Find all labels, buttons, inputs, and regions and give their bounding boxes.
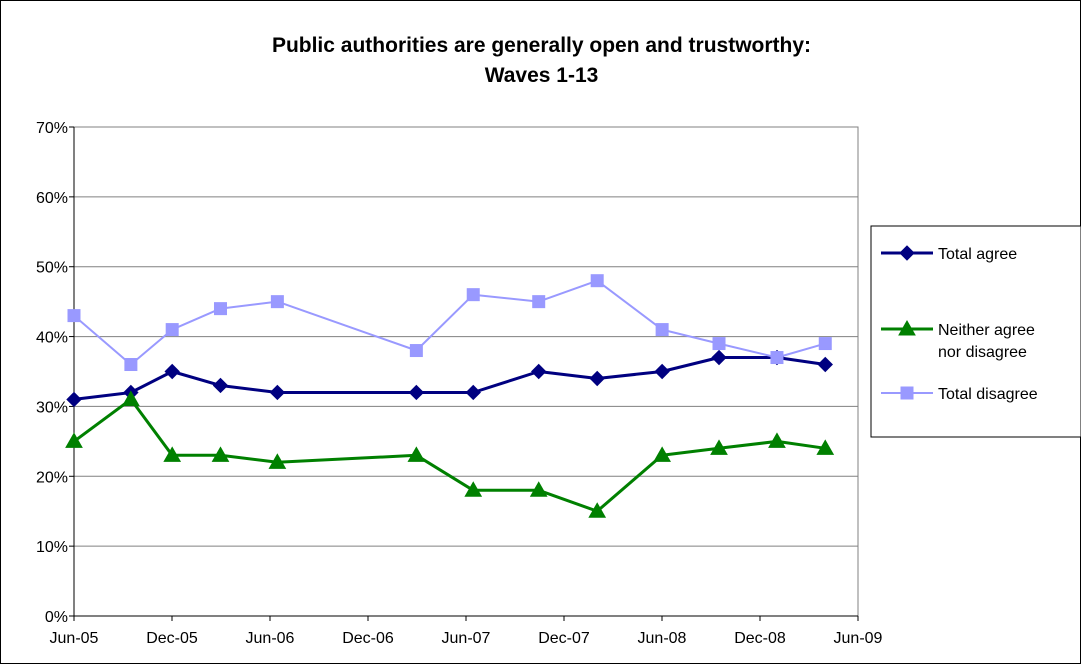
x-tick-label: Jun-08 <box>638 630 687 647</box>
x-tick-label: Dec-06 <box>342 630 394 647</box>
data-point-diamond <box>465 384 481 401</box>
data-point-triangle <box>710 439 728 455</box>
data-point-diamond <box>66 391 82 408</box>
y-tick-label: 60% <box>36 190 68 207</box>
data-point-triangle <box>588 502 607 518</box>
gridlines <box>74 126 858 547</box>
data-point-triangle <box>653 446 671 462</box>
data-point-diamond <box>817 356 833 373</box>
data-point-triangle <box>816 439 835 455</box>
legend-marker-neither <box>898 319 916 336</box>
y-tick-label: 0% <box>45 609 68 626</box>
data-point-triangle <box>122 390 140 406</box>
x-tick-label: Dec-05 <box>146 630 198 647</box>
data-point-square <box>165 323 179 337</box>
data-point-diamond <box>711 349 727 366</box>
data-point-square <box>270 295 284 309</box>
x-tick-label: Jun-09 <box>834 630 883 647</box>
legend-label-neither-line-2: nor disagree <box>938 344 1027 361</box>
data-point-triangle <box>163 446 182 462</box>
data-point-triangle <box>768 432 786 448</box>
data-point-diamond <box>269 384 286 401</box>
y-tick-label: 70% <box>36 120 68 137</box>
data-point-square <box>213 302 227 316</box>
data-point-square <box>712 337 726 351</box>
data-point-diamond <box>531 363 547 380</box>
legend-label-neither-line-1: Neither agree <box>938 322 1035 339</box>
x-tick-label: Jun-07 <box>442 630 491 647</box>
data-point-triangle <box>211 446 230 462</box>
data-point-diamond <box>654 363 670 380</box>
x-tick-label: Jun-05 <box>50 630 99 647</box>
legend: Total agree Neither agree nor disagree T… <box>870 225 1081 438</box>
legend-marker-total-agree <box>899 245 915 261</box>
legend-label-total-agree: Total agree <box>938 246 1017 263</box>
data-point-square <box>466 288 480 302</box>
y-axis-ticks: 0% 10% 20% 30% 40% 50% 60% 70% <box>36 120 74 626</box>
data-point-square <box>124 358 138 372</box>
data-point-square <box>409 344 423 358</box>
y-tick-label: 50% <box>36 260 68 277</box>
data-point-triangle <box>464 481 483 497</box>
y-tick-label: 40% <box>36 330 68 347</box>
data-point-diamond <box>408 384 425 401</box>
data-point-triangle <box>529 481 548 497</box>
legend-marker-total-disagree <box>900 386 914 400</box>
data-point-triangle <box>407 446 426 462</box>
data-point-diamond <box>589 370 605 387</box>
x-tick-label: Dec-07 <box>538 630 590 647</box>
plot-area <box>73 126 859 617</box>
data-point-diamond <box>212 377 229 394</box>
x-axis-ticks: Jun-05 Dec-05 Jun-06 Dec-06 Jun-07 Dec-07 Jun-… <box>50 616 883 647</box>
x-tick-label: Jun-06 <box>246 630 295 647</box>
chart-title-line-1: Public authorities are generally open an… <box>271 34 812 57</box>
data-point-square <box>818 337 832 351</box>
data-point-square <box>590 274 604 288</box>
data-point-square <box>655 323 669 337</box>
x-tick-label: Dec-08 <box>734 630 786 647</box>
chart-title-line-2: Waves 1-13 <box>484 64 599 87</box>
legend-label-total-disagree: Total disagree <box>938 386 1038 403</box>
y-tick-label: 30% <box>36 399 68 416</box>
data-point-triangle <box>268 453 287 469</box>
series-layer <box>65 274 835 518</box>
y-tick-label: 10% <box>36 539 68 556</box>
data-point-diamond <box>164 363 180 380</box>
data-point-square <box>770 351 784 365</box>
chart-title: Public authorities are generally open an… <box>1 31 1081 91</box>
data-point-square <box>67 309 81 323</box>
data-point-triangle <box>65 432 83 448</box>
y-tick-label: 20% <box>36 469 68 486</box>
data-point-square <box>532 295 546 309</box>
